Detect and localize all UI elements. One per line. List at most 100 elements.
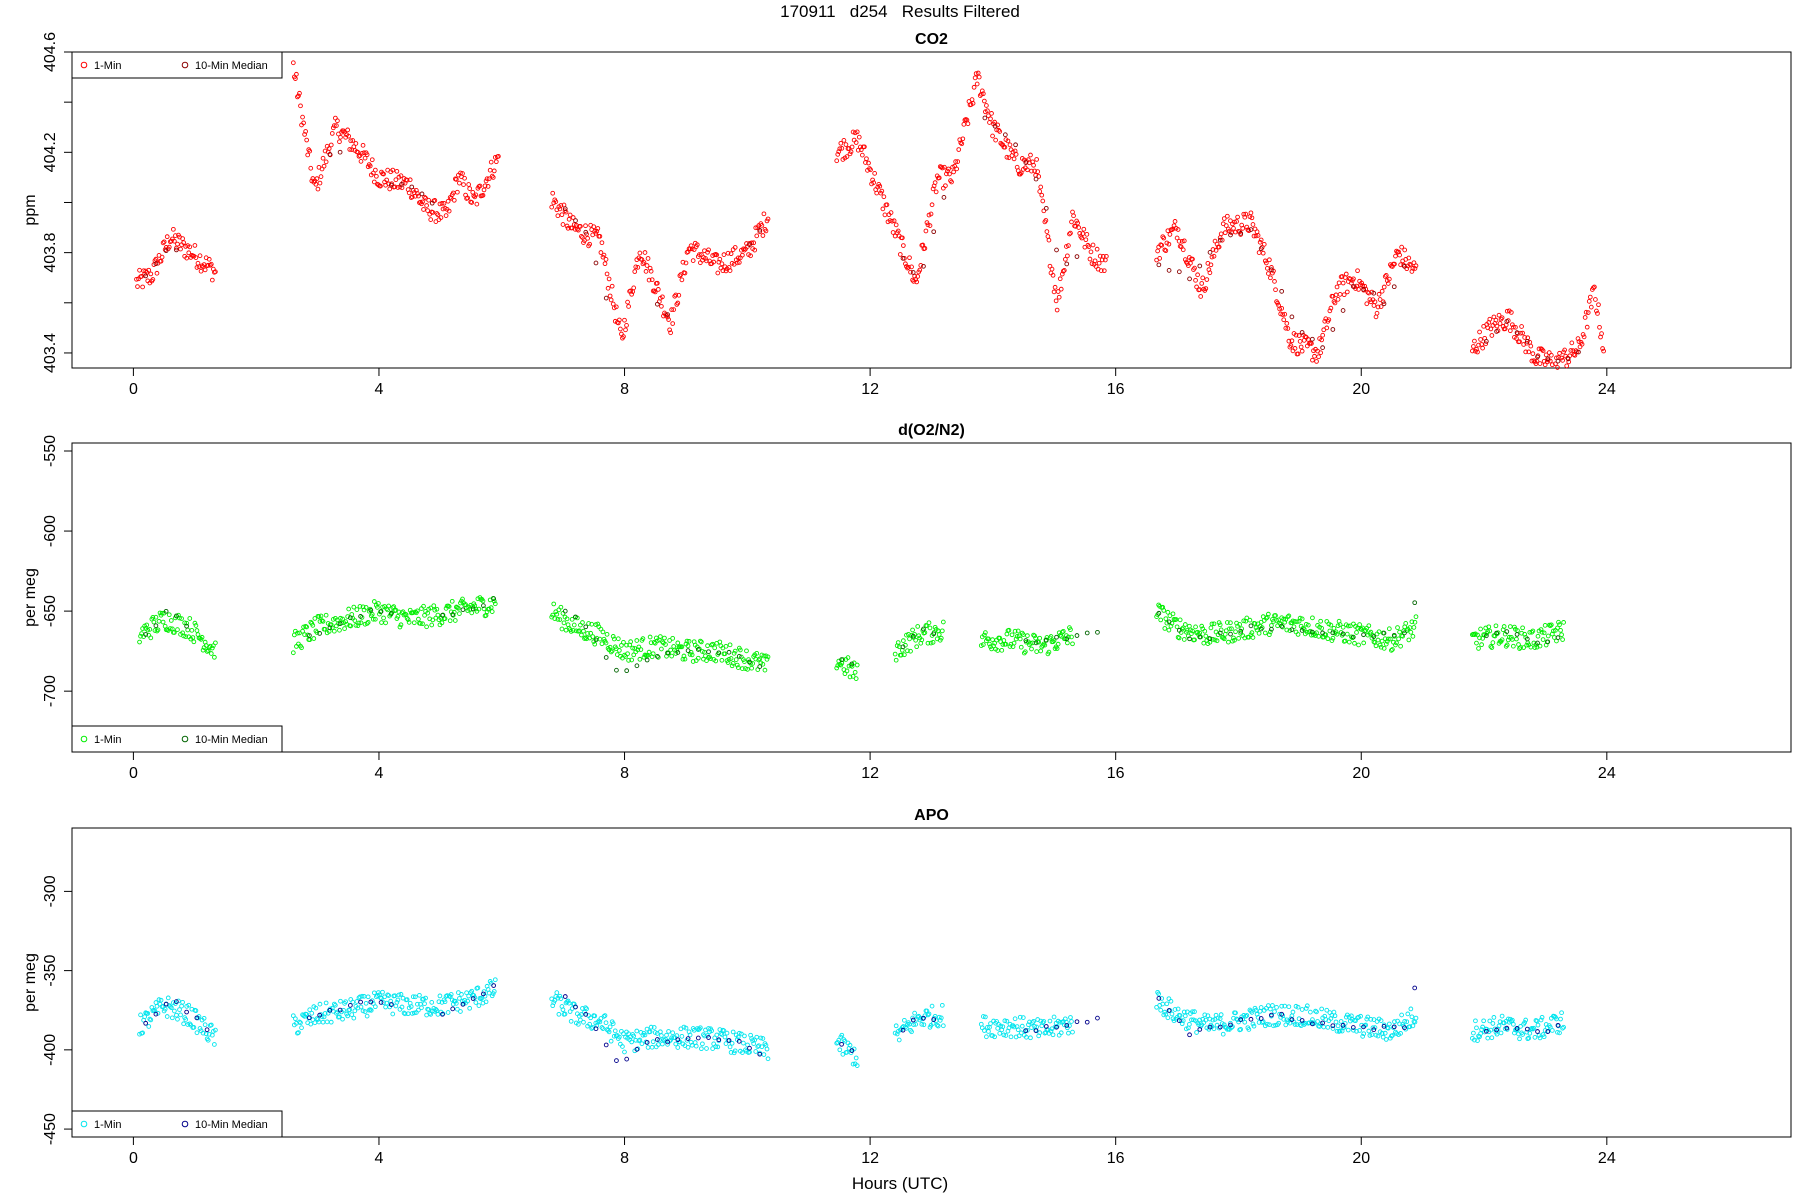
one-min-point (1048, 634, 1054, 639)
one-min-point (399, 1004, 405, 1010)
one-min-point (984, 103, 989, 108)
one-min-point (442, 616, 448, 621)
one-min-point (187, 244, 193, 250)
one-min-point (730, 1029, 736, 1035)
one-min-point (459, 992, 464, 997)
one-min-point (637, 250, 643, 256)
one-min-point (364, 152, 370, 158)
one-min-point (1319, 337, 1325, 343)
one-min-point (617, 648, 622, 653)
one-min-point (445, 1010, 451, 1015)
one-min-point (639, 1041, 645, 1047)
x-tick-label: 0 (129, 381, 138, 398)
one-min-point (362, 1009, 368, 1014)
one-min-point (423, 195, 428, 201)
one-min-point (1413, 263, 1419, 269)
one-min-point (1340, 624, 1346, 630)
one-min-point (455, 1006, 460, 1012)
one-min-point (1413, 614, 1419, 620)
one-min-point (197, 253, 203, 259)
one-min-point (762, 667, 768, 673)
median-point (716, 650, 722, 656)
one-min-point (1192, 265, 1197, 271)
one-min-point (1377, 297, 1383, 302)
one-min-point (428, 217, 434, 222)
one-min-point (1368, 629, 1374, 635)
one-min-point (1242, 1019, 1248, 1025)
one-min-point (1517, 339, 1522, 345)
one-min-point (881, 194, 887, 200)
one-min-point (640, 636, 646, 641)
one-min-point (370, 616, 376, 622)
one-min-point (335, 118, 340, 124)
one-min-point (737, 647, 743, 653)
one-min-point (173, 233, 178, 238)
one-min-point (353, 623, 359, 628)
one-min-point (698, 260, 703, 266)
one-min-point (655, 287, 661, 292)
one-min-point (997, 129, 1003, 134)
one-min-point (1591, 285, 1596, 291)
one-min-point (307, 148, 313, 154)
one-min-point (679, 277, 685, 283)
one-min-point (1404, 1019, 1410, 1025)
one-min-point (992, 640, 997, 646)
one-min-point (1038, 184, 1044, 190)
one-min-point (848, 149, 854, 155)
one-min-point (959, 141, 965, 147)
one-min-point (368, 1008, 374, 1013)
one-min-point (907, 636, 912, 642)
one-min-point (588, 1015, 593, 1021)
x-tick-label: 0 (129, 765, 138, 782)
one-min-point (206, 645, 212, 650)
one-min-point (395, 614, 401, 619)
one-min-point (583, 1005, 588, 1011)
one-min-point (699, 1046, 704, 1052)
median-point (153, 261, 159, 267)
y-tick-label: -450 (42, 1113, 59, 1145)
one-min-point (1011, 1024, 1017, 1030)
one-min-point (310, 1017, 316, 1022)
one-min-point (424, 624, 429, 630)
one-min-point (1244, 1013, 1250, 1018)
median-point (685, 648, 691, 653)
one-min-point (1325, 636, 1331, 642)
one-min-point (850, 674, 856, 679)
median-point (1156, 262, 1162, 268)
median-point (1043, 205, 1049, 211)
one-min-point (1268, 1006, 1273, 1012)
one-min-point (156, 618, 162, 624)
median-point (573, 218, 578, 223)
one-min-point (1065, 253, 1070, 259)
one-min-point (854, 662, 860, 668)
x-tick-label: 16 (1107, 381, 1125, 398)
one-min-point (190, 635, 196, 640)
one-min-point (1231, 1015, 1236, 1021)
median-point (1494, 1027, 1499, 1033)
one-min-point (489, 993, 495, 999)
one-min-point (915, 624, 921, 629)
one-min-point (1039, 192, 1045, 198)
one-min-point (1356, 287, 1361, 292)
one-min-point (338, 998, 343, 1004)
one-min-point (585, 235, 590, 241)
one-min-point (208, 261, 214, 267)
one-min-point (357, 604, 363, 609)
one-min-point (985, 1025, 990, 1030)
one-min-point (1487, 316, 1493, 322)
one-min-point (623, 327, 628, 333)
one-min-point (383, 1004, 388, 1010)
median-point (184, 1009, 189, 1015)
one-min-point (1067, 1023, 1072, 1029)
one-min-point (1549, 631, 1555, 637)
one-min-point (164, 1014, 170, 1019)
one-min-point (1038, 648, 1044, 654)
one-min-point (1378, 1018, 1384, 1023)
one-min-point (1489, 1035, 1495, 1041)
one-min-point (469, 200, 475, 205)
one-min-point (298, 103, 303, 109)
one-min-point (854, 1063, 860, 1068)
median-point (583, 1011, 589, 1017)
one-min-point (1088, 249, 1094, 255)
